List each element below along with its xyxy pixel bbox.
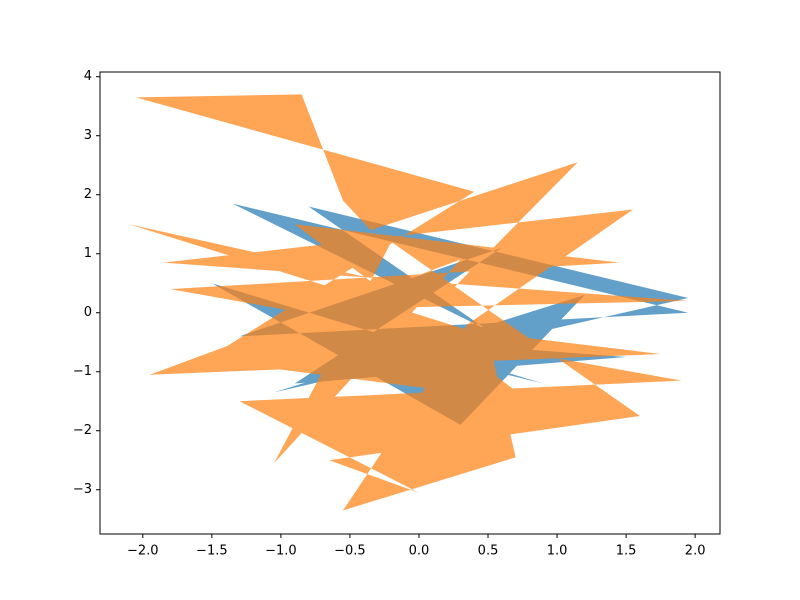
x-tick-label: 1.0 [547,544,568,559]
x-tick-label: 0.5 [478,544,499,559]
x-tick-label: 2.0 [685,544,706,559]
fill-polygon [128,94,689,511]
x-tick-label: −1.0 [265,544,297,559]
y-tick-label: 4 [84,69,92,84]
y-tick-label: 1 [84,246,92,261]
y-tick-label: 0 [84,305,92,320]
y-tick-label: 3 [84,128,92,143]
x-tick-label: 1.5 [616,544,637,559]
axes-frame [99,71,721,535]
x-tick-label: −0.5 [334,544,366,559]
y-tick-label: 2 [84,187,92,202]
y-tick-label: −2 [73,423,92,438]
x-tick-label: −2.0 [127,544,159,559]
x-tick-label: 0.0 [409,544,430,559]
y-tick-label: −3 [73,482,92,497]
y-tick-label: −1 [73,364,92,379]
x-tick-label: −1.5 [196,544,228,559]
